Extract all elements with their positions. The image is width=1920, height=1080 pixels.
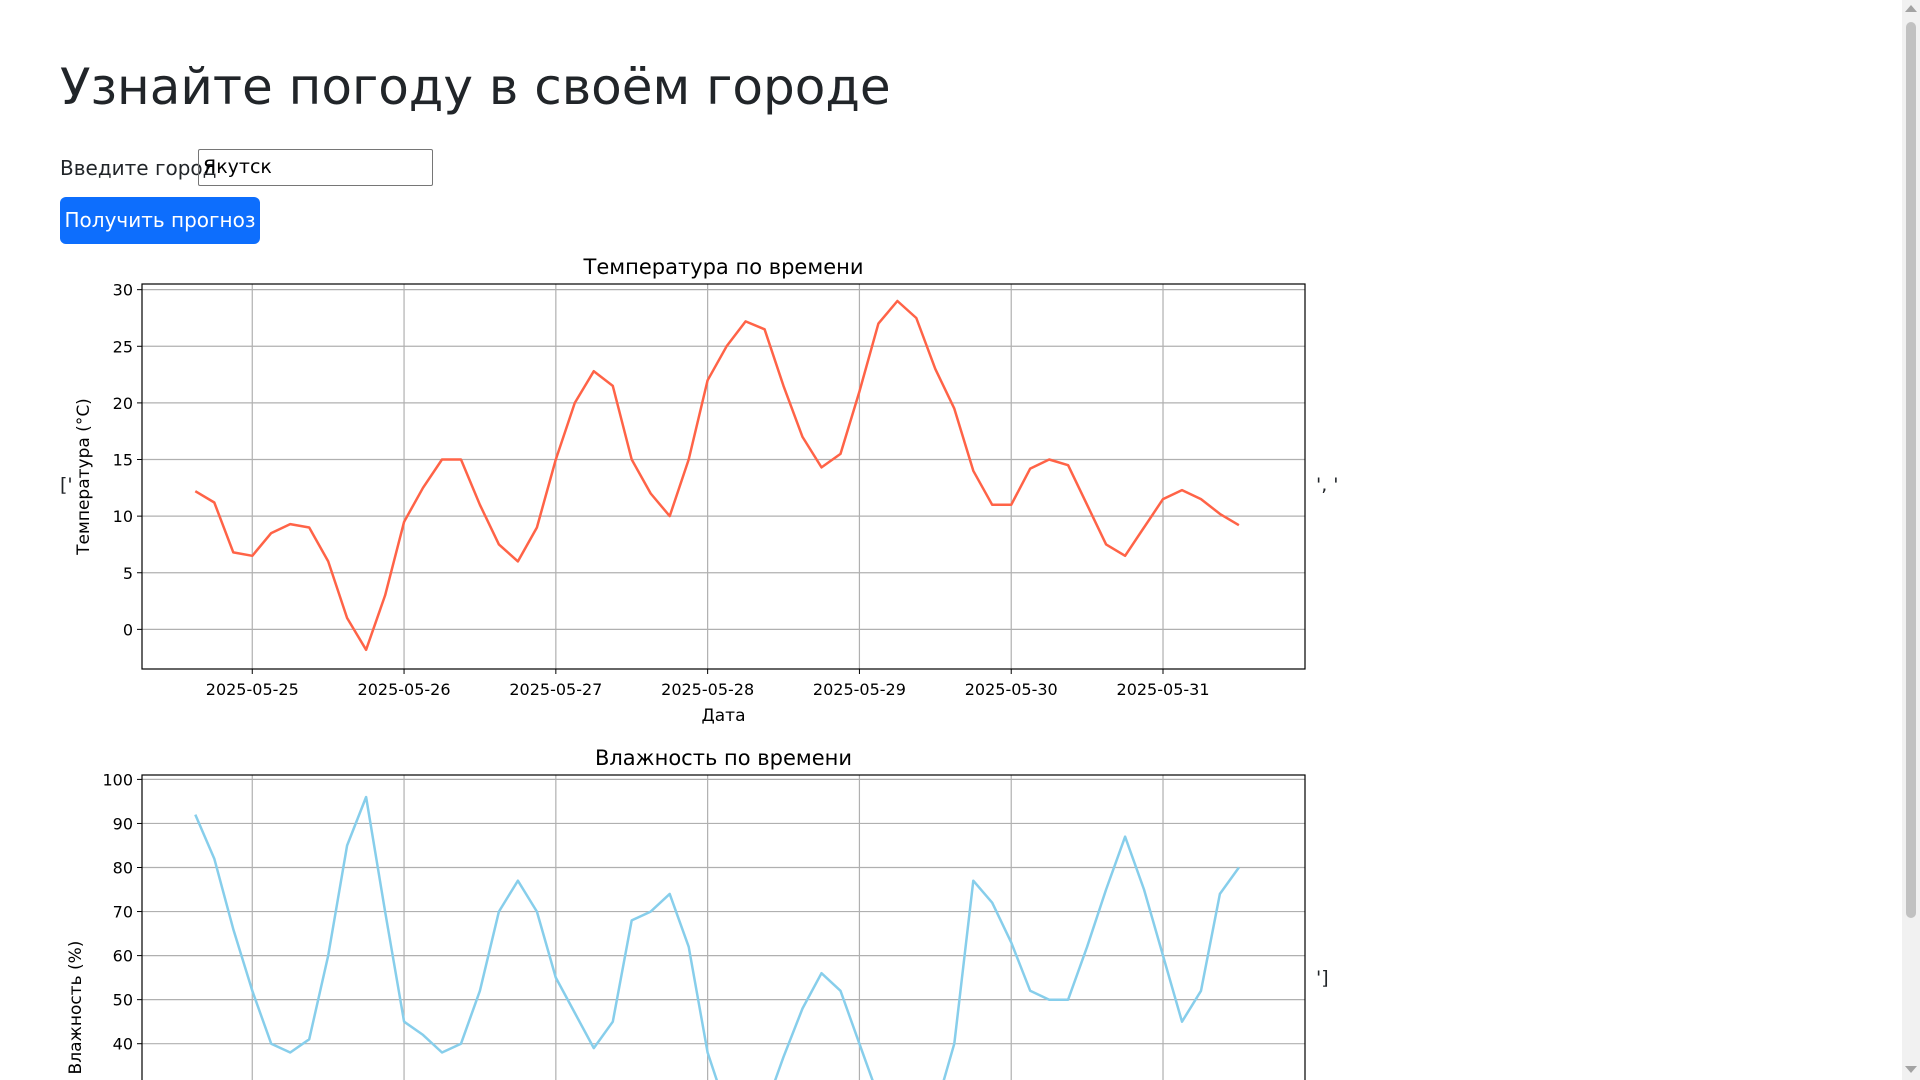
y-tick-label: 20: [113, 394, 133, 413]
x-tick-label: 2025-05-30: [965, 680, 1058, 699]
y-axis-label: Влажность (%): [66, 941, 86, 1075]
y-tick-label: 30: [113, 281, 133, 300]
y-tick-label: 0: [123, 620, 133, 639]
x-tick-label: 2025-05-31: [1117, 680, 1210, 699]
y-tick-label: 5: [123, 564, 133, 583]
y-tick-label: 60: [113, 947, 133, 966]
y-tick-label: 25: [113, 337, 133, 356]
scroll-down[interactable]: [1905, 1066, 1917, 1073]
y-tick-label: 50: [113, 991, 133, 1010]
city-input[interactable]: Якутск: [198, 149, 433, 186]
artifact-text: ']: [1316, 967, 1329, 989]
y-axis-label: Температура (°C): [74, 398, 94, 556]
scrollbar-thumb[interactable]: [1906, 22, 1916, 918]
x-tick-label: 2025-05-28: [661, 680, 754, 699]
axes-frame: [141, 774, 1306, 1080]
city-label: Введите город: [60, 156, 217, 180]
axes-frame: [141, 283, 1306, 670]
y-tick-label: 10: [113, 507, 133, 526]
chart-title: Влажность по времени: [595, 746, 852, 770]
data-line: [194, 299, 1240, 652]
y-tick-label: 40: [113, 1035, 133, 1054]
scroll-up[interactable]: [1905, 5, 1917, 12]
x-tick-label: 2025-05-27: [509, 680, 602, 699]
page-title: Узнайте погоду в своём городе: [60, 58, 891, 116]
artifact-text: ', ': [1316, 474, 1339, 496]
x-tick-label: 2025-05-25: [206, 680, 299, 699]
scrollbar-track: [1902, 0, 1920, 1080]
x-tick-label: 2025-05-29: [813, 680, 906, 699]
y-tick-label: 90: [113, 814, 133, 833]
data-line: [194, 795, 1240, 1080]
y-tick-label: 100: [102, 770, 133, 789]
chart-title: Температура по времени: [583, 255, 864, 279]
artifact-text: [': [60, 474, 73, 496]
y-tick-label: 15: [113, 451, 133, 470]
x-axis-label: Дата: [701, 706, 745, 726]
y-tick-label: 80: [113, 859, 133, 878]
forecast-button[interactable]: Получить прогноз: [60, 197, 260, 244]
y-tick-label: 70: [113, 903, 133, 922]
x-tick-label: 2025-05-26: [358, 680, 451, 699]
